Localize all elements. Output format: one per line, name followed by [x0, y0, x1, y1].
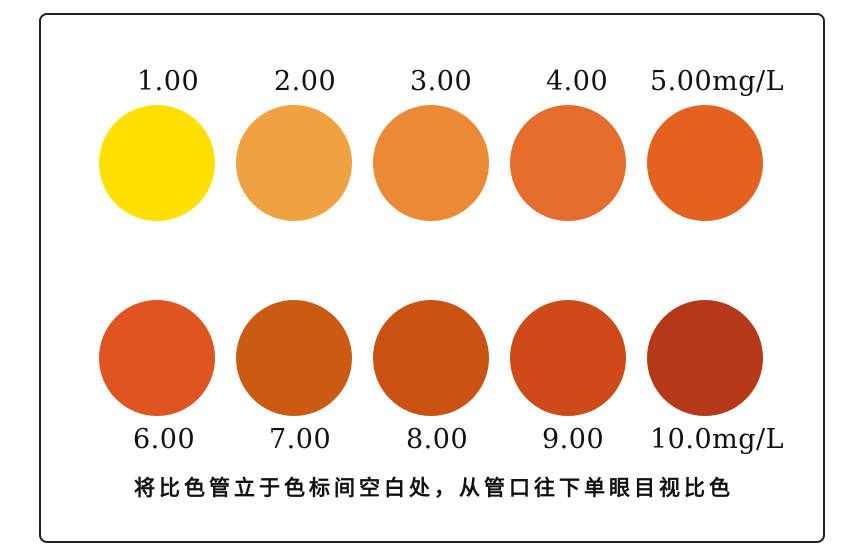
concentration-label-5: 5.00mg/L [650, 66, 785, 97]
color-swatch-4 [510, 105, 626, 221]
concentration-label-7: 7.00 [269, 424, 332, 455]
concentration-label-8: 8.00 [406, 424, 469, 455]
color-swatch-8 [373, 300, 489, 416]
concentration-label-2: 2.00 [274, 66, 337, 97]
color-swatch-9 [510, 300, 626, 416]
color-swatch-10 [647, 300, 763, 416]
concentration-label-1: 1.00 [137, 66, 200, 97]
color-swatch-1 [99, 105, 215, 221]
color-swatch-3 [373, 105, 489, 221]
concentration-label-9: 9.00 [542, 424, 605, 455]
color-swatch-6 [99, 300, 215, 416]
color-swatch-5 [647, 105, 763, 221]
concentration-label-6: 6.00 [133, 424, 196, 455]
concentration-label-10: 10.0mg/L [650, 424, 785, 455]
instruction-text: 将比色管立于色标间空白处，从管口往下单眼目视比色 [134, 476, 734, 500]
color-swatch-2 [236, 105, 352, 221]
color-swatch-7 [236, 300, 352, 416]
color-chart-card [39, 13, 825, 543]
concentration-label-3: 3.00 [410, 66, 473, 97]
concentration-label-4: 4.00 [546, 66, 609, 97]
